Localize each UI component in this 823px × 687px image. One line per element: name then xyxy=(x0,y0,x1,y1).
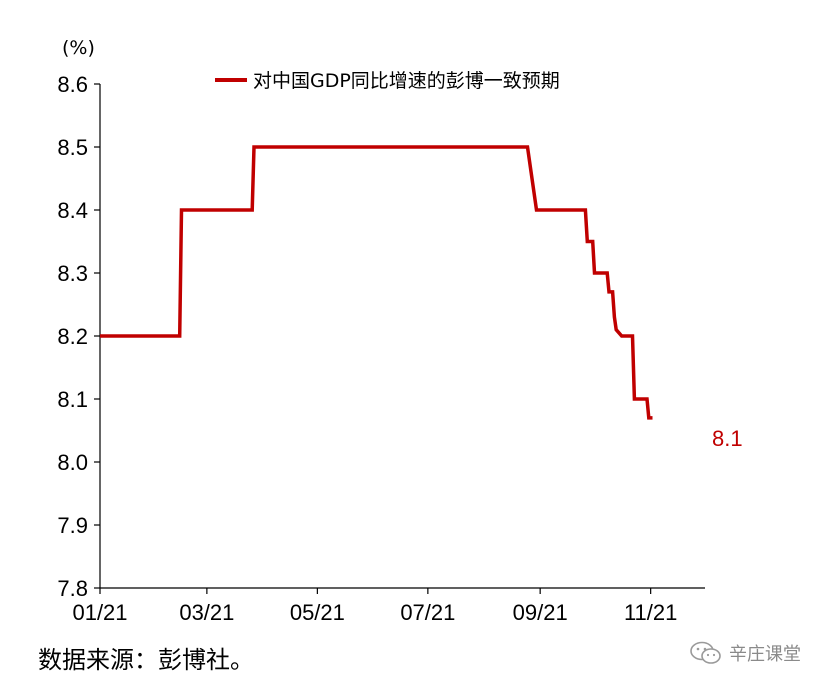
x-tick-label: 09/21 xyxy=(513,600,568,625)
y-tick-label: 8.5 xyxy=(57,135,88,160)
y-tick-label: 8.0 xyxy=(57,450,88,475)
y-axis-ticks: 7.8 7.9 8.0 8.1 8.2 8.3 8.4 8.5 8.6 xyxy=(57,72,100,601)
chart: 7.8 7.9 8.0 8.1 8.2 8.3 8.4 8.5 8.6 01/21 03/21 05… xyxy=(57,37,743,625)
legend: 对中国GDP同比增速的彭博一致预期 xyxy=(215,70,560,92)
wechat-icon xyxy=(690,641,721,664)
y-tick-label: 8.4 xyxy=(57,198,88,223)
x-tick-label: 07/21 xyxy=(400,600,455,625)
y-tick-label: 8.6 xyxy=(57,72,88,97)
y-tick-label: 8.1 xyxy=(57,387,88,412)
source-note: 数据来源：彭博社。 xyxy=(38,646,254,674)
y-tick-label: 8.2 xyxy=(57,324,88,349)
watermark-text: 辛庄课堂 xyxy=(729,644,801,665)
x-tick-label: 01/21 xyxy=(72,600,127,625)
end-value-label: 8.1 xyxy=(712,426,743,451)
y-tick-label: 8.3 xyxy=(57,261,88,286)
watermark: 辛庄课堂 xyxy=(689,640,801,666)
y-tick-label: 7.9 xyxy=(57,513,88,538)
x-tick-label: 11/21 xyxy=(624,600,677,625)
legend-label: 对中国GDP同比增速的彭博一致预期 xyxy=(253,70,560,92)
x-tick-label: 05/21 xyxy=(290,600,345,625)
series-line-gdp-consensus xyxy=(100,145,653,420)
y-tick-label: 7.8 xyxy=(57,576,88,601)
x-axis-ticks: 01/21 03/21 05/21 07/21 09/21 11/21 xyxy=(72,588,677,625)
x-tick-label: 03/21 xyxy=(179,600,234,625)
y-axis-unit-label: (%) xyxy=(62,37,95,59)
